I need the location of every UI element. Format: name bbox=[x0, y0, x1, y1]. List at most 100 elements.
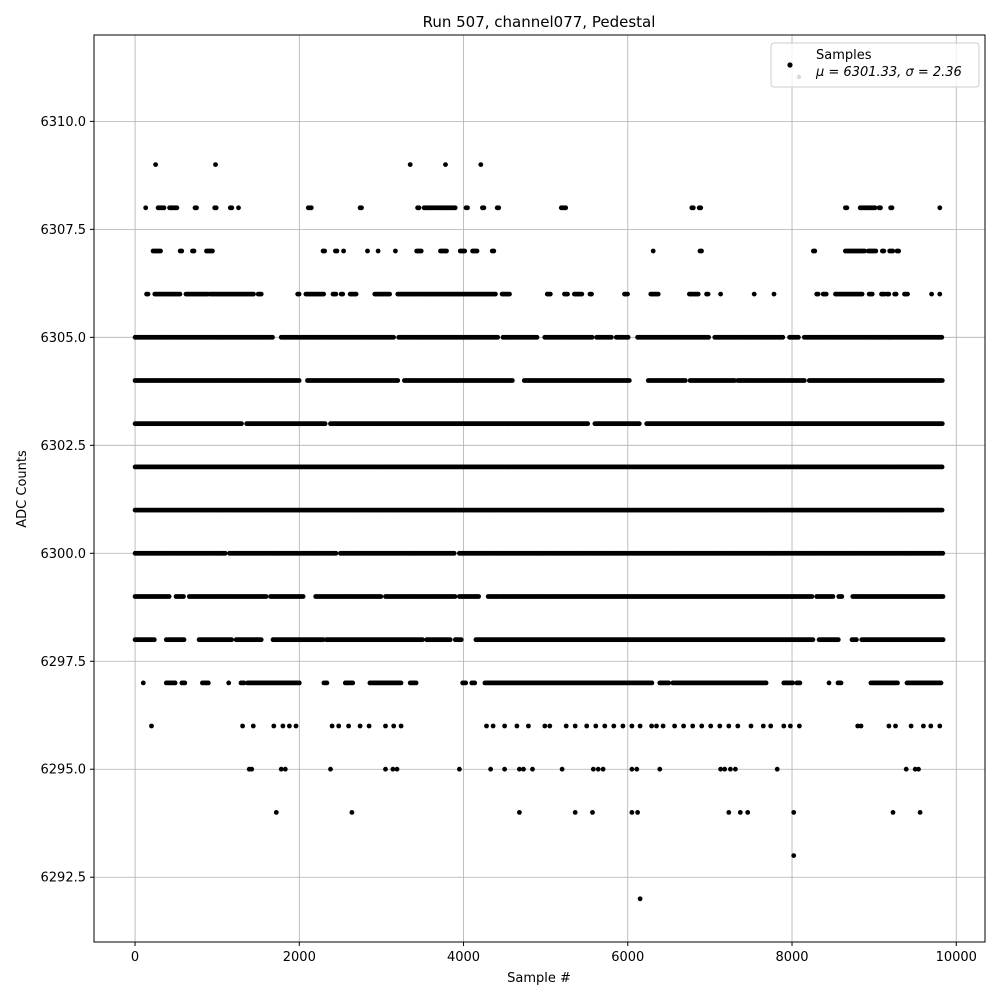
data-point bbox=[826, 680, 832, 686]
data-point bbox=[517, 766, 522, 772]
data-point bbox=[393, 248, 398, 254]
data-point bbox=[282, 766, 288, 772]
data-point bbox=[177, 291, 183, 297]
data-point bbox=[695, 291, 701, 297]
data-point bbox=[751, 291, 757, 297]
data-point bbox=[745, 810, 751, 815]
data-point bbox=[333, 291, 339, 297]
data-point bbox=[296, 378, 302, 383]
data-point bbox=[801, 378, 807, 383]
data-point bbox=[698, 205, 704, 211]
data-point bbox=[476, 594, 481, 599]
data-point bbox=[609, 334, 614, 340]
data-point bbox=[278, 766, 284, 772]
data-point bbox=[496, 205, 502, 211]
data-point bbox=[462, 248, 468, 254]
data-point bbox=[263, 594, 269, 599]
data-point bbox=[458, 637, 464, 643]
data-point bbox=[940, 637, 946, 643]
data-point bbox=[398, 680, 404, 686]
data-point bbox=[194, 205, 199, 211]
data-point bbox=[815, 291, 821, 297]
data-point bbox=[296, 291, 302, 297]
data-point bbox=[938, 680, 944, 686]
data-point bbox=[705, 291, 711, 297]
data-point bbox=[465, 205, 470, 211]
data-point bbox=[940, 594, 946, 599]
data-point bbox=[507, 291, 512, 297]
data-point bbox=[809, 594, 815, 599]
data-point bbox=[491, 248, 497, 254]
data-point bbox=[191, 248, 197, 254]
data-point bbox=[896, 248, 901, 254]
data-point bbox=[308, 205, 314, 211]
data-point bbox=[270, 334, 275, 340]
data-point bbox=[420, 637, 425, 643]
data-point bbox=[889, 205, 895, 211]
data-point bbox=[881, 248, 887, 254]
data-point bbox=[229, 637, 235, 643]
data-point bbox=[939, 378, 945, 383]
data-point bbox=[835, 637, 841, 643]
data-point bbox=[365, 248, 370, 254]
data-point bbox=[353, 291, 359, 297]
data-point bbox=[521, 766, 526, 772]
data-point bbox=[251, 291, 256, 297]
data-point bbox=[839, 594, 845, 599]
data-points-layer bbox=[132, 162, 946, 902]
data-point bbox=[823, 291, 829, 297]
data-point bbox=[791, 810, 797, 815]
data-point bbox=[213, 205, 219, 211]
data-point bbox=[589, 334, 595, 340]
data-point bbox=[181, 594, 186, 599]
data-point bbox=[452, 594, 458, 599]
data-point bbox=[937, 205, 943, 211]
data-point bbox=[322, 248, 327, 254]
data-point bbox=[939, 421, 945, 427]
data-point bbox=[321, 291, 326, 297]
data-point bbox=[595, 766, 601, 772]
data-point bbox=[699, 248, 704, 254]
data-point bbox=[236, 205, 241, 211]
data-point bbox=[416, 205, 422, 211]
data-point bbox=[241, 680, 247, 686]
data-point bbox=[509, 378, 515, 383]
data-point bbox=[590, 810, 595, 815]
data-point bbox=[637, 896, 643, 902]
data-point bbox=[706, 334, 711, 340]
data-point bbox=[859, 291, 865, 297]
data-point bbox=[517, 810, 522, 815]
data-point bbox=[810, 637, 816, 643]
data-point bbox=[222, 550, 228, 556]
data-point bbox=[937, 291, 943, 297]
data-point bbox=[341, 248, 346, 254]
data-point bbox=[495, 334, 501, 340]
data-point bbox=[890, 248, 896, 254]
data-point bbox=[390, 766, 396, 772]
data-point bbox=[929, 291, 934, 297]
data-point bbox=[737, 810, 743, 815]
data-point bbox=[151, 637, 157, 643]
data-point bbox=[940, 550, 946, 556]
data-point bbox=[174, 205, 180, 211]
data-point bbox=[383, 766, 388, 772]
data-point bbox=[830, 594, 836, 599]
data-point bbox=[179, 248, 185, 254]
data-point bbox=[394, 766, 400, 772]
data-point bbox=[258, 637, 264, 643]
data-point bbox=[166, 594, 172, 599]
data-point bbox=[375, 248, 381, 254]
data-point bbox=[579, 291, 585, 297]
data-point bbox=[812, 248, 818, 254]
data-point bbox=[655, 291, 661, 297]
data-point bbox=[350, 680, 356, 686]
data-point bbox=[939, 334, 945, 340]
data-point bbox=[791, 853, 797, 858]
data-point bbox=[145, 291, 151, 297]
data-point bbox=[872, 205, 878, 211]
data-point bbox=[893, 291, 899, 297]
data-point bbox=[161, 205, 167, 211]
data-point bbox=[771, 291, 777, 297]
data-point bbox=[324, 680, 330, 686]
data-point bbox=[629, 766, 635, 772]
